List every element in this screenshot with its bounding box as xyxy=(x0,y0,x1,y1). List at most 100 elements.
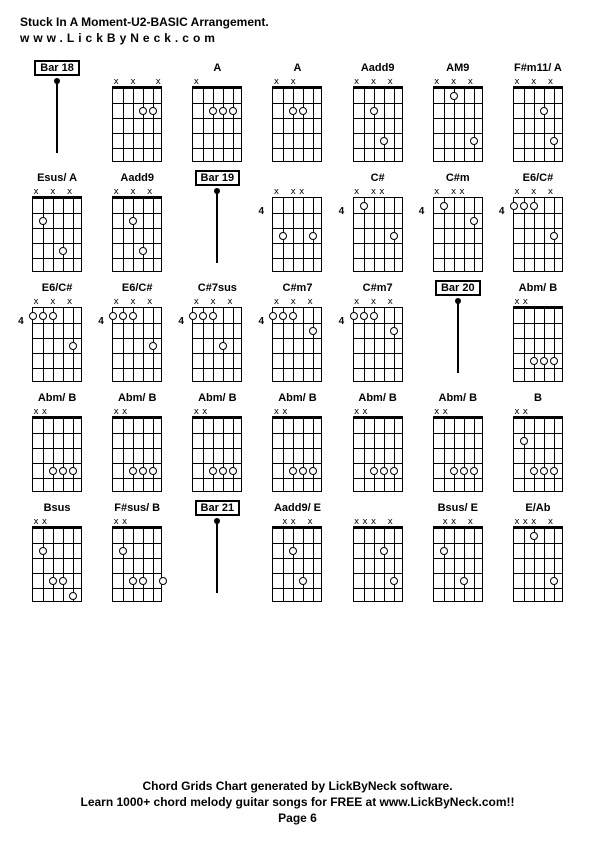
string-topmarks: xx xyxy=(513,298,563,306)
finger-dot xyxy=(29,312,37,320)
finger-dot xyxy=(370,312,378,320)
chord-diagram: xx xyxy=(26,518,88,602)
chord-label: E6/C# xyxy=(42,280,73,296)
chord-cell: C#7sus 4xxx xyxy=(180,280,254,382)
chord-label: B xyxy=(534,390,542,406)
finger-dot xyxy=(370,107,378,115)
chord-diagram: 4xxx xyxy=(26,298,88,382)
finger-dot xyxy=(390,467,398,475)
chord-label: Abm/ B xyxy=(38,390,77,406)
chord-label: E/Ab xyxy=(525,500,550,516)
string-topmarks: xxx xyxy=(513,188,563,196)
finger-dot xyxy=(49,467,57,475)
finger-dot xyxy=(59,577,67,585)
chord-diagram: 4xxx xyxy=(106,298,168,382)
string-topmarks: xxx xyxy=(272,518,322,526)
fretboard xyxy=(272,87,322,162)
chord-label: C#7sus xyxy=(198,280,237,296)
chord-label: Esus/ A xyxy=(37,170,77,186)
fretboard xyxy=(513,197,563,272)
chord-diagram: xxx xyxy=(106,188,168,272)
finger-dot xyxy=(390,577,398,585)
finger-dot xyxy=(139,107,147,115)
chord-cell: E/Ab xxxx xyxy=(501,500,575,602)
website-header: www.LickByNeck.com xyxy=(20,31,575,45)
string-topmarks: xxx xyxy=(32,188,82,196)
fret-number: 4 xyxy=(339,206,345,217)
string-topmarks: xx xyxy=(272,78,322,86)
fretboard xyxy=(513,527,563,602)
chord-label: Aadd9/ E xyxy=(274,500,321,516)
finger-dot xyxy=(530,357,538,365)
fretboard xyxy=(112,307,162,382)
fretboard xyxy=(433,87,483,162)
finger-dot xyxy=(530,467,538,475)
finger-dot xyxy=(510,202,518,210)
fretboard xyxy=(112,417,162,492)
chord-label: Aadd9 xyxy=(361,60,395,76)
chord-diagram: xx xyxy=(507,298,569,382)
finger-dot xyxy=(199,312,207,320)
finger-dot xyxy=(189,312,197,320)
finger-dot xyxy=(550,137,558,145)
fret-number: 4 xyxy=(339,316,345,327)
fret-number: 4 xyxy=(258,316,264,327)
finger-dot xyxy=(390,327,398,335)
finger-dot xyxy=(299,577,307,585)
finger-dot xyxy=(279,232,287,240)
finger-dot xyxy=(289,467,297,475)
chord-cell: Aadd9xxx xyxy=(100,170,174,272)
fretboard xyxy=(272,417,322,492)
chord-diagram: 4xxx xyxy=(266,298,328,382)
finger-dot xyxy=(360,202,368,210)
fretboard xyxy=(353,87,403,162)
chord-diagram: xx xyxy=(106,408,168,492)
fret-number: 4 xyxy=(499,206,505,217)
chord-diagram: 4xxx xyxy=(186,298,248,382)
chord-label: Abm/ B xyxy=(358,390,397,406)
finger-dot xyxy=(289,312,297,320)
chord-cell: E6/C#4xxx xyxy=(100,280,174,382)
finger-dot xyxy=(119,312,127,320)
chord-cell: F#m11/ Axxx xyxy=(501,60,575,162)
finger-dot xyxy=(380,467,388,475)
finger-dot xyxy=(440,547,448,555)
chord-diagram: 4xxx xyxy=(347,188,409,272)
bar-divider xyxy=(192,188,242,263)
fretboard xyxy=(192,417,242,492)
fret-number: 4 xyxy=(258,206,264,217)
string-topmarks: xxx xyxy=(353,298,403,306)
finger-dot xyxy=(59,247,67,255)
chord-diagram: xxx xyxy=(26,188,88,272)
string-topmarks: xxx xyxy=(433,188,483,196)
chord-cell: C#4xxx xyxy=(341,170,415,272)
finger-dot xyxy=(360,312,368,320)
chord-diagram: x xyxy=(186,78,248,162)
chord-cell: Abm/ Bxx xyxy=(260,390,334,492)
chord-cell: Bar 18 xyxy=(20,60,94,162)
chord-label: Abm/ B xyxy=(118,390,157,406)
chord-diagram: xxxx xyxy=(507,518,569,602)
finger-dot xyxy=(129,577,137,585)
finger-dot xyxy=(520,202,528,210)
chord-label: Bsus/ E xyxy=(438,500,478,516)
string-topmarks: xxx xyxy=(272,298,322,306)
finger-dot xyxy=(149,467,157,475)
chord-cell: C#m74xxx xyxy=(260,280,334,382)
finger-dot xyxy=(460,467,468,475)
chord-cell: Bar 20 xyxy=(421,280,495,382)
chord-label: Bsus xyxy=(44,500,71,516)
finger-dot xyxy=(540,467,548,475)
footer-line1: Chord Grids Chart generated by LickByNec… xyxy=(0,779,595,793)
chord-cell: AM9xxx xyxy=(421,60,495,162)
chord-cell: Abm/ Bxx xyxy=(20,390,94,492)
finger-dot xyxy=(309,327,317,335)
fretboard xyxy=(32,197,82,272)
fretboard xyxy=(112,87,162,162)
fretboard xyxy=(513,87,563,162)
chord-cell: Abm/ Bxx xyxy=(180,390,254,492)
chord-label: C#m7 xyxy=(283,280,313,296)
fretboard xyxy=(513,417,563,492)
chord-diagram: xx xyxy=(266,78,328,162)
chord-label: A xyxy=(213,60,221,76)
